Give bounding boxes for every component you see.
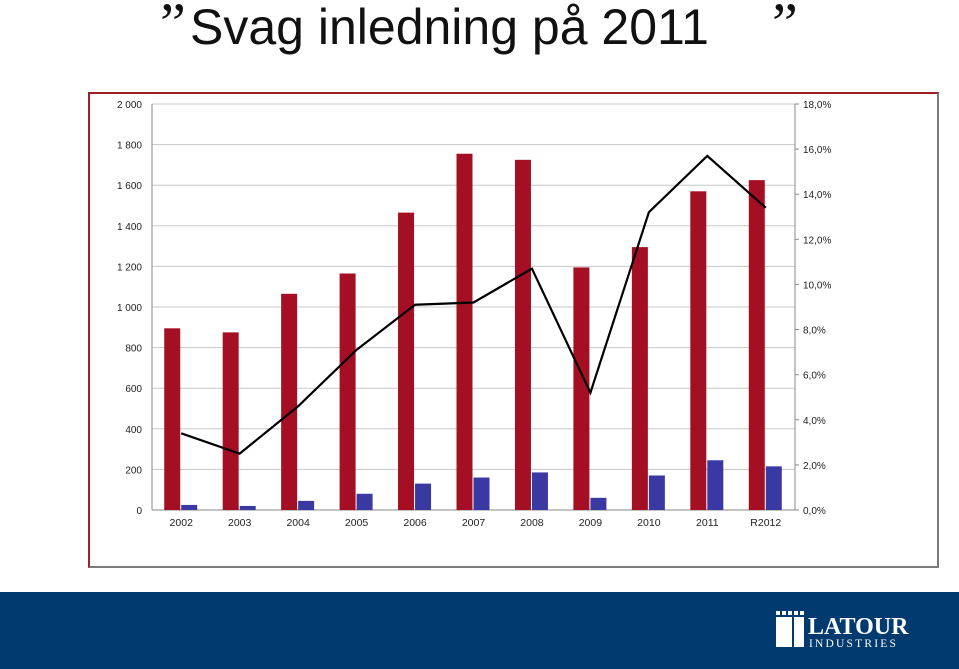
y-right-tick-label: 14,0%	[803, 190, 831, 201]
bar-secondary	[765, 466, 782, 510]
bar-primary	[222, 332, 239, 510]
x-tick-label: 2005	[345, 517, 369, 529]
bar-secondary	[298, 500, 315, 510]
svg-text:LATOUR: LATOUR	[808, 614, 909, 640]
x-tick-label: 2010	[637, 517, 661, 529]
bar-secondary	[531, 472, 548, 510]
y-right-tick-label: 2,0%	[803, 461, 826, 472]
title-area: ” Svag inledning på 2011 ”	[0, 0, 959, 70]
x-tick-label: 2004	[286, 517, 310, 529]
bar-primary	[573, 267, 590, 510]
bar-primary	[514, 159, 531, 510]
bar-secondary	[239, 505, 256, 510]
x-tick-label: 2011	[696, 517, 719, 529]
bar-secondary	[707, 460, 724, 510]
bar-primary	[456, 153, 473, 511]
y-right-tick-label: 0,0%	[803, 506, 826, 517]
bar-secondary	[356, 493, 373, 510]
x-tick-label: 2009	[579, 517, 603, 529]
y-left-tick-label: 600	[125, 384, 142, 395]
y-left-tick-label: 2 000	[117, 100, 142, 111]
x-tick-label: 2006	[403, 517, 427, 529]
bar-primary	[398, 212, 415, 511]
page-title: Svag inledning på 2011	[190, 0, 709, 55]
bar-secondary	[181, 504, 198, 510]
y-left-tick-label: 800	[125, 344, 142, 355]
y-left-tick-label: 1 600	[117, 181, 142, 192]
y-right-tick-label: 8,0%	[803, 326, 826, 337]
y-left-tick-label: 200	[125, 465, 142, 476]
bar-secondary	[415, 483, 432, 510]
line-series	[180, 154, 767, 455]
y-left-tick-label: 400	[125, 425, 142, 436]
y-right-tick-label: 10,0%	[803, 280, 831, 291]
y-right-tick-label: 12,0%	[803, 235, 831, 246]
y-left-tick-label: 0	[136, 506, 142, 517]
close-quote-mark: ”	[772, 0, 798, 56]
x-tick-label: 2007	[462, 517, 486, 529]
y-right-tick-label: 4,0%	[803, 416, 826, 427]
y-right-tick-label: 18,0%	[803, 100, 831, 111]
open-quote-mark: ”	[160, 0, 186, 56]
x-tick-label: 2003	[228, 517, 252, 529]
bar-primary	[748, 180, 765, 510]
bar-primary	[690, 191, 707, 511]
bar-primary	[164, 328, 181, 510]
bar-secondary	[590, 497, 607, 510]
y-left-tick-label: 1 800	[117, 141, 142, 152]
bar-primary	[281, 293, 298, 510]
y-left-tick-label: 1 400	[117, 222, 142, 233]
bar-secondary	[648, 475, 665, 510]
x-tick-label: R2012	[750, 517, 781, 529]
x-tick-label: 2008	[520, 517, 544, 529]
svg-text:INDUSTRIES: INDUSTRIES	[809, 638, 898, 650]
x-tick-label: 2002	[170, 517, 194, 529]
bar-secondary	[473, 477, 490, 510]
y-left-tick-label: 1 200	[117, 262, 142, 273]
y-left-tick-label: 1 000	[117, 303, 142, 314]
bar-primary	[631, 247, 648, 511]
latour-logo: LATOUR INDUSTRIES	[776, 611, 909, 650]
y-right-tick-label: 6,0%	[803, 371, 826, 382]
bar-primary	[339, 273, 356, 510]
y-right-tick-label: 16,0%	[803, 145, 831, 156]
